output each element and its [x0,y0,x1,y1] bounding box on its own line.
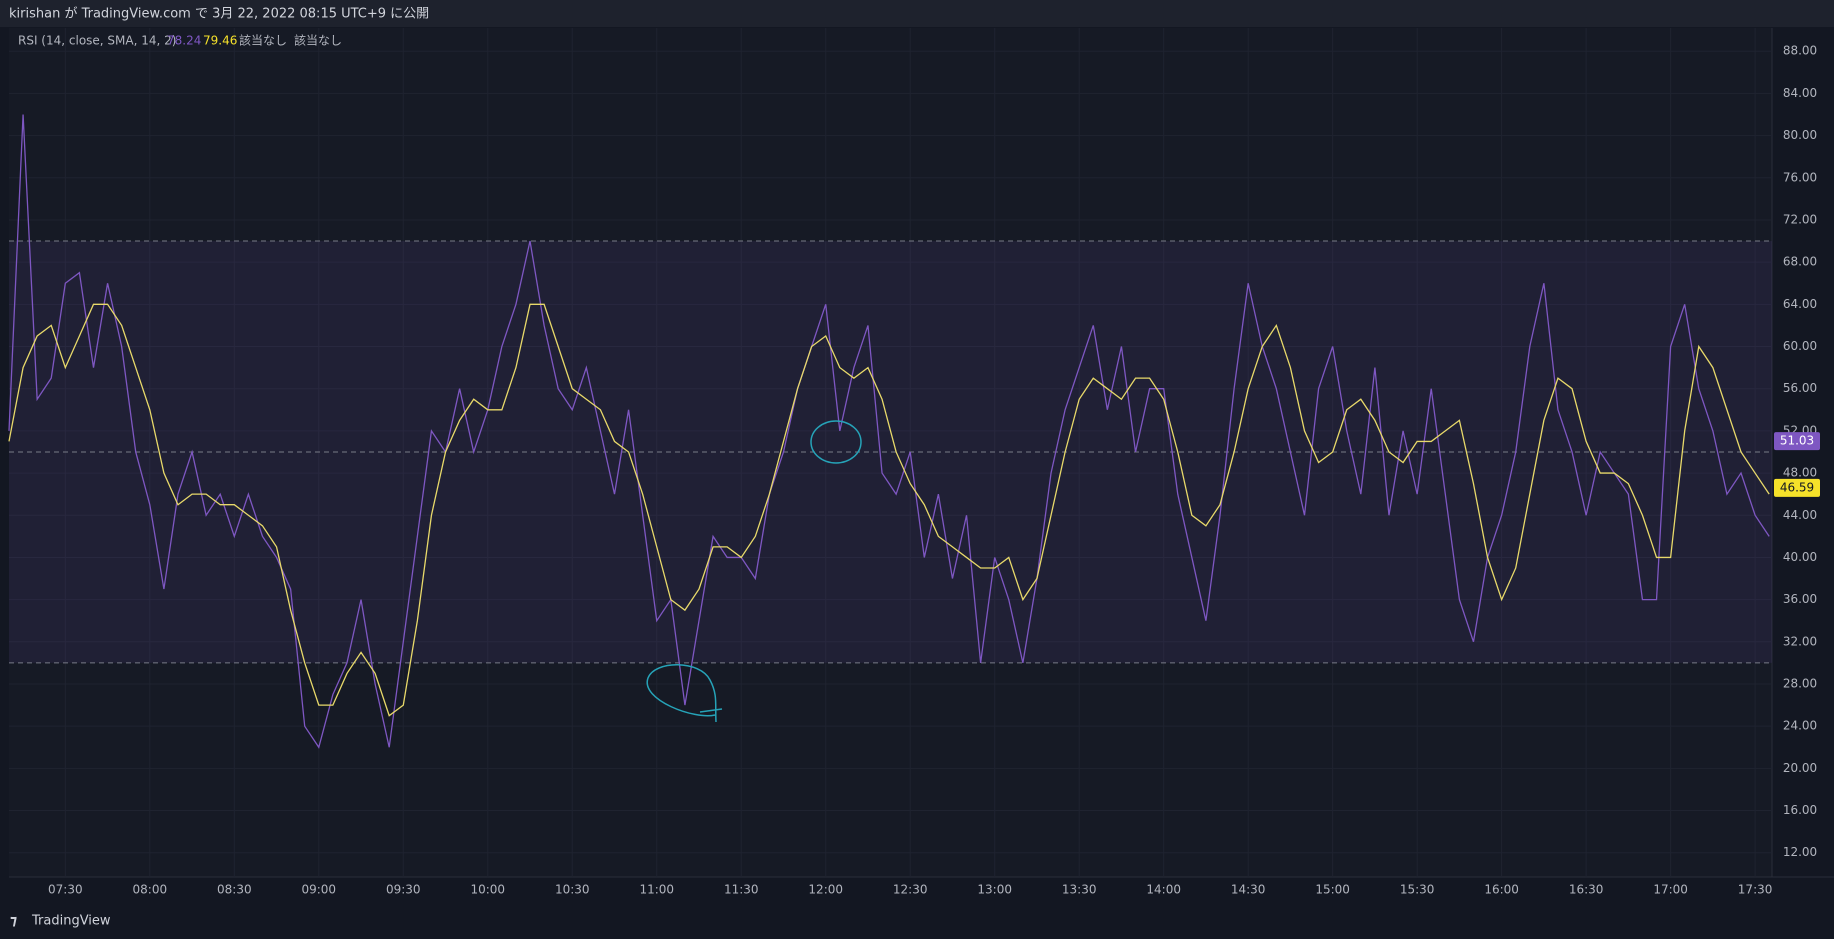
x-tick-label: 15:00 [1315,883,1350,897]
y-tick-label: 84.00 [1783,86,1817,100]
y-tick-label: 56.00 [1783,381,1817,395]
series-line [8,114,1770,749]
y-tick-label: 20.00 [1783,761,1817,775]
y-tick-label: 48.00 [1783,466,1817,480]
y-tick-label: 60.00 [1783,339,1817,353]
legend-value: 79.46 [203,34,237,48]
legend-value: 該当なし [239,33,287,48]
y-tick-label: 16.00 [1783,803,1817,817]
y-tick-label: 76.00 [1783,170,1817,184]
price-label: 46.59 [1780,480,1814,494]
x-tick-label: 10:00 [470,883,505,897]
x-tick-label: 16:00 [1484,883,1519,897]
y-tick-label: 64.00 [1783,297,1817,311]
legend-value: 78.24 [167,34,201,48]
x-tick-label: 11:00 [639,883,674,897]
y-tick-label: 40.00 [1783,550,1817,564]
y-tick-label: 72.00 [1783,212,1817,226]
x-tick-label: 13:00 [977,883,1012,897]
logo-mark: ⁊ [10,913,17,929]
x-tick-label: 11:30 [724,883,759,897]
lines [8,114,1770,749]
x-tick-label: 08:00 [133,883,168,897]
grid [9,28,1772,877]
x-tick-label: 17:30 [1738,883,1773,897]
x-tick-label: 15:30 [1400,883,1435,897]
x-tick-label: 13:30 [1062,883,1097,897]
plot-area [9,28,1772,877]
axes: 12.00 16.00 20.00 24.00 28.00 32.00 36.00 40.00… [48,44,1820,897]
x-tick-label: 14:30 [1231,883,1266,897]
x-tick-label: 10:30 [555,883,590,897]
x-tick-label: 09:00 [301,883,336,897]
annotation-circle [646,664,723,723]
annotation-circle [810,420,862,464]
price-label-box [1774,478,1820,497]
y-tick-label: 36.00 [1783,592,1817,606]
y-tick-label: 12.00 [1783,845,1817,859]
bands [9,240,1772,664]
legend-title: RSI (14, close, SMA, 14, 2) [18,34,176,48]
x-tick-label: 14:00 [1146,883,1181,897]
header-title: kirishan が TradingView.com で 3月 22, 2022… [9,7,429,22]
y-tick-label: 80.00 [1783,128,1817,142]
header-bar [0,0,1834,27]
price-label: 51.03 [1780,434,1814,448]
y-tick-label: 68.00 [1783,255,1817,269]
y-tick-label: 28.00 [1783,676,1817,690]
y-tick-label: 88.00 [1783,44,1817,58]
y-tick-label: 32.00 [1783,634,1817,648]
x-tick-label: 07:30 [48,883,83,897]
y-tick-label: 24.00 [1783,719,1817,733]
price-label-box [1774,432,1820,451]
x-tick-label: 09:30 [386,883,421,897]
legend-value: 該当なし [294,33,342,48]
x-tick-label: 17:00 [1653,883,1688,897]
x-tick-label: 16:30 [1569,883,1604,897]
footer-brand: TradingView [31,914,111,929]
y-tick-label: 44.00 [1783,508,1817,522]
x-tick-label: 08:30 [217,883,252,897]
x-tick-label: 12:00 [808,883,843,897]
series-line [8,303,1770,717]
x-tick-label: 12:30 [893,883,928,897]
